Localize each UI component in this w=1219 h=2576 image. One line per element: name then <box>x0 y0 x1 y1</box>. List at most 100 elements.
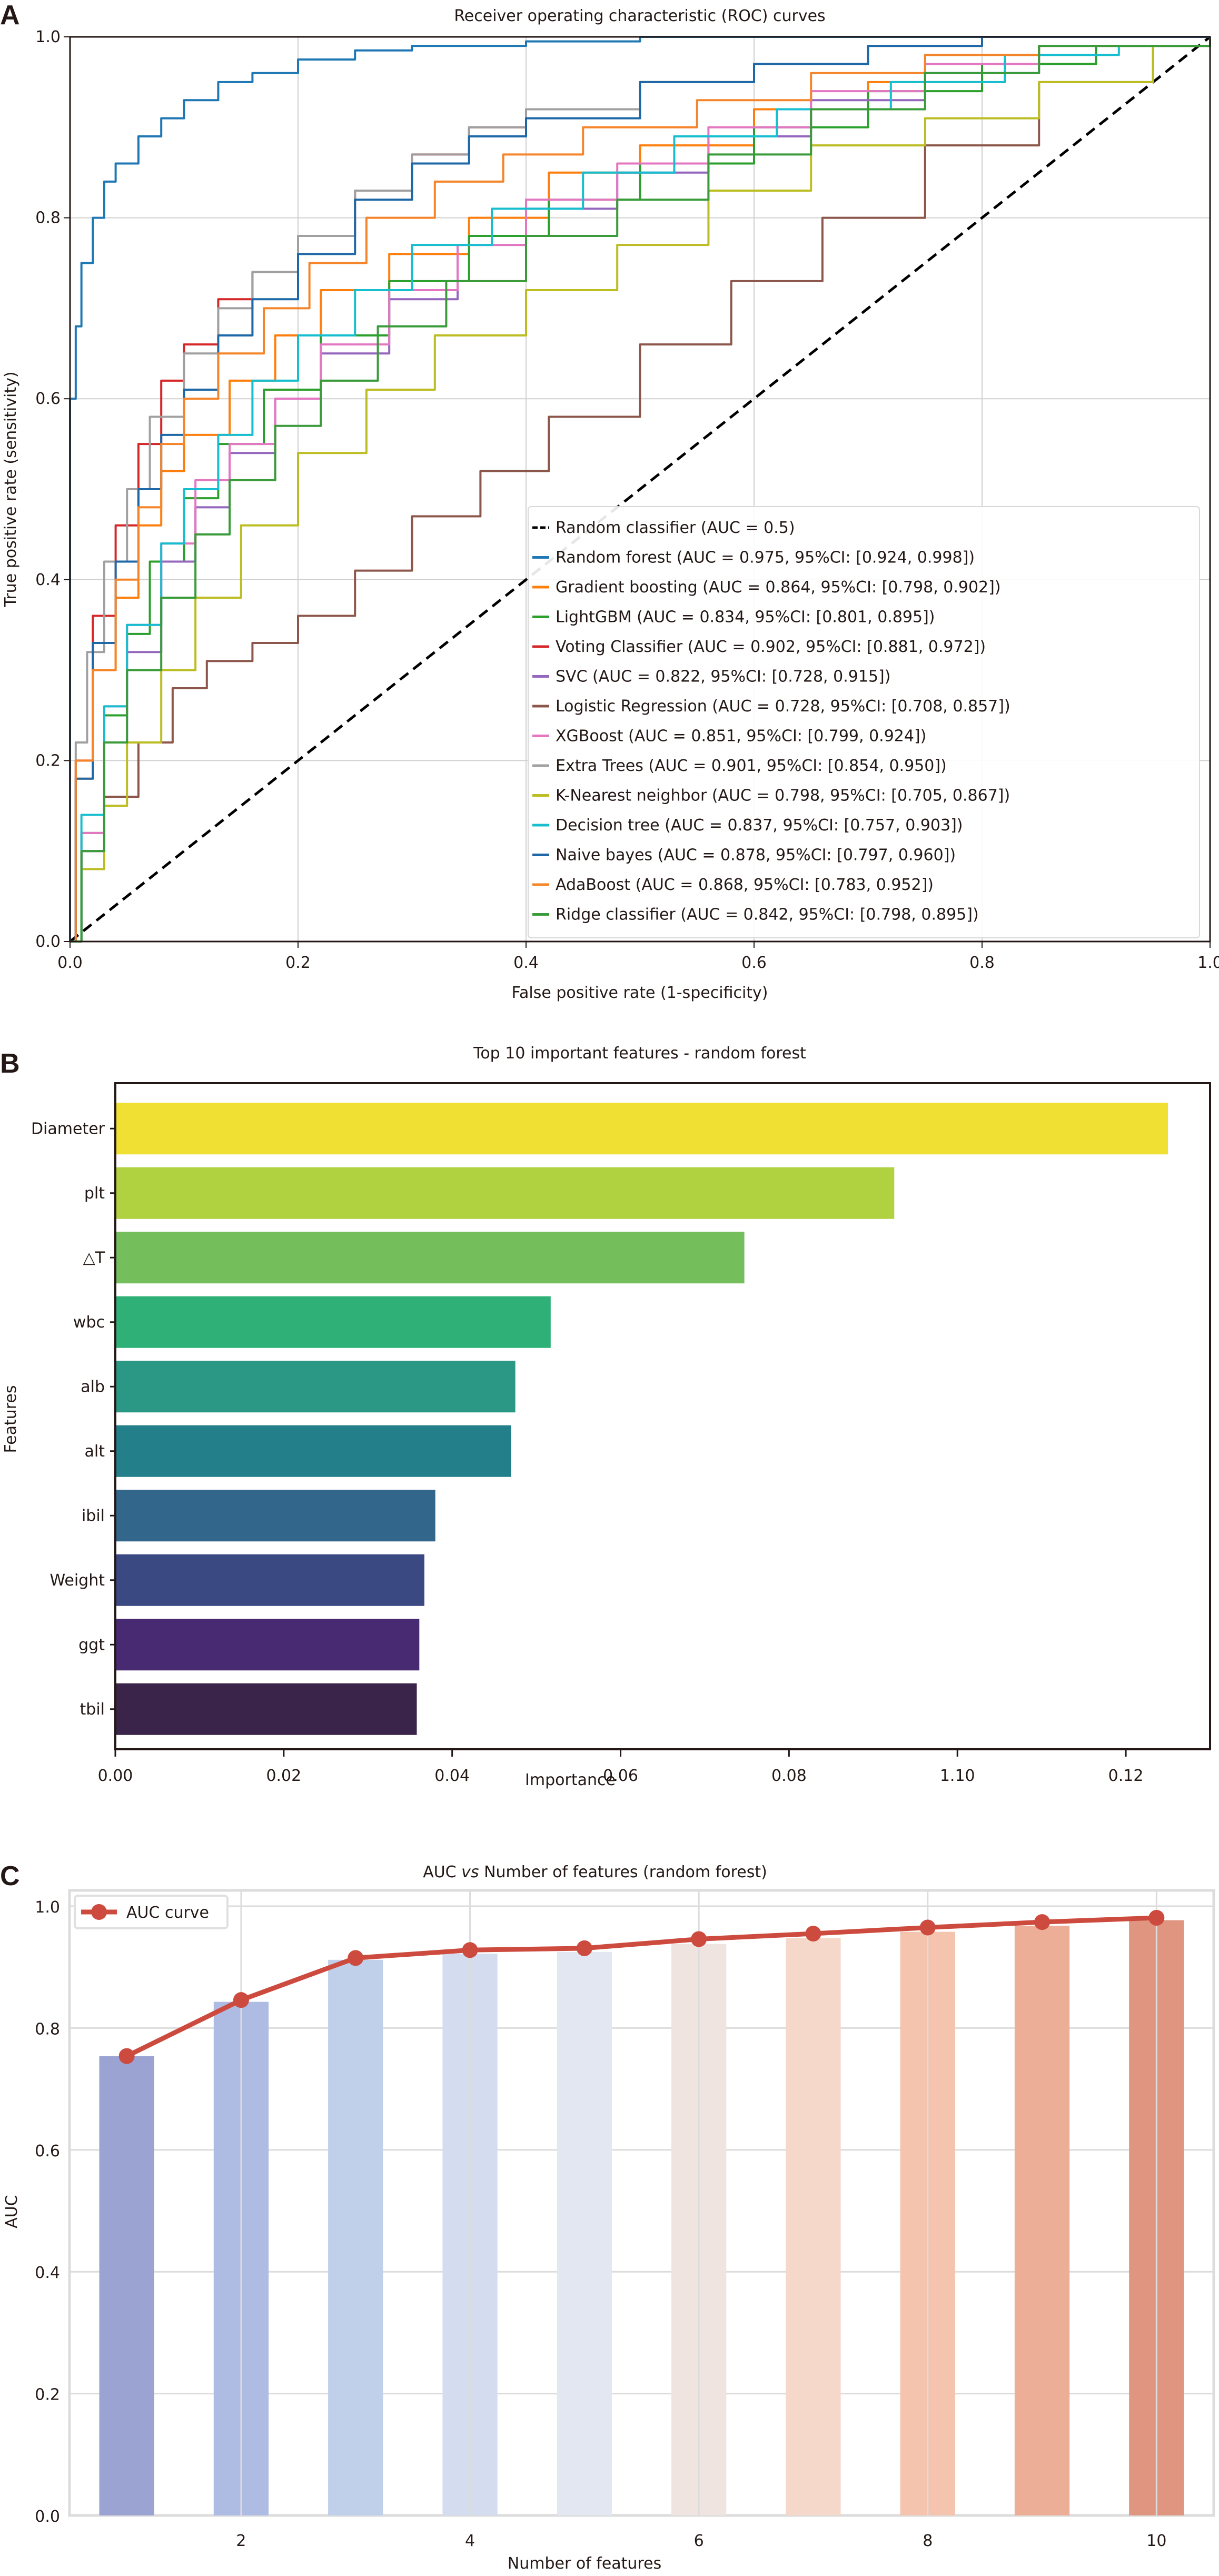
roc-axes <box>64 36 1211 948</box>
auc-bar-7 <box>786 1938 841 2515</box>
importance-bar-0 <box>115 1103 1168 1155</box>
auc-title: AUC vs Number of features (random forest… <box>423 1863 767 1881</box>
auc-x-axis-label: Number of features <box>508 2554 661 2573</box>
importance-x-tick-label: 0.00 <box>98 1767 133 1785</box>
roc-y-axis-label: True positive rate (sensitivity) <box>2 371 20 607</box>
roc-y-tick-label: 0.2 <box>35 751 61 770</box>
auc-y-tick-label: 0.8 <box>35 2020 60 2038</box>
roc-curve-10 <box>70 36 1210 943</box>
roc-x-tick-label: 0.2 <box>285 954 311 972</box>
roc-legend: Random classifier (AUC = 0.5) Random fore… <box>528 506 1200 938</box>
panel-b-label: B <box>0 1048 20 1079</box>
importance-x-tick-label: 0.02 <box>266 1767 301 1785</box>
auc-point-7 <box>805 1926 821 1942</box>
importance-bars <box>115 1103 1168 1735</box>
importance-x-axis-label: Importance <box>525 1771 616 1789</box>
auc-bar-3 <box>328 1959 383 2515</box>
importance-category-label: Diameter <box>31 1119 105 1138</box>
auc-bar-5 <box>557 1951 612 2515</box>
roc-random-classifier-line <box>69 36 1211 943</box>
importance-bar-6 <box>115 1490 435 1542</box>
auc-legend: AUC curve <box>74 1895 229 1929</box>
roc-x-tick-label: 0.4 <box>513 954 539 972</box>
importance-bar-2 <box>115 1232 745 1284</box>
roc-plot-frame <box>69 36 1211 943</box>
importance-tick-labels: Diameter plt △T wbc alb alt ibil Weight ggt tbil 0… <box>31 1119 1144 1785</box>
importance-bar-5 <box>115 1425 511 1477</box>
importance-x-tick-label: 0.04 <box>434 1767 470 1785</box>
roc-y-tick-label: 0.8 <box>35 209 61 227</box>
importance-x-tick-label: 0.06 <box>603 1767 638 1785</box>
auc-x-tick-label: 6 <box>694 2532 704 2550</box>
auc-legend-box <box>74 1895 229 1929</box>
auc-point-1 <box>118 2048 135 2064</box>
auc-y-tick-label: 0.4 <box>35 2264 60 2282</box>
roc-reference-line <box>69 36 1211 943</box>
importance-bar-9 <box>115 1683 417 1735</box>
auc-y-tick-label: 0.2 <box>35 2386 60 2404</box>
auc-legend-label: AUC curve <box>126 1904 209 1922</box>
legend-entry: LightGBM (AUC = 0.834, 95%CI: [0.801, 0.… <box>556 608 935 627</box>
roc-curve-8 <box>70 37 1211 943</box>
roc-tick-labels: 0.0 0.2 0.4 0.6 0.8 1.0 0.0 0.2 0.4 0.6 0.8 1.0 <box>35 28 1219 972</box>
importance-x-tick-label: 0.08 <box>771 1767 807 1785</box>
roc-curve-12 <box>70 37 1211 943</box>
auc-x-tick-label: 10 <box>1146 2532 1166 2550</box>
auc-legend-marker <box>91 1904 107 1920</box>
roc-curve-0 <box>69 36 1210 942</box>
importance-bar-7 <box>115 1554 424 1606</box>
importance-category-label: alb <box>81 1378 105 1396</box>
auc-x-tick-label: 4 <box>465 2532 475 2550</box>
importance-category-label: ggt <box>78 1636 105 1654</box>
roc-y-tick-label: 1.0 <box>35 28 61 46</box>
roc-x-tick-label: 0.6 <box>741 954 767 972</box>
auc-point-3 <box>348 1950 364 1966</box>
auc-point-8 <box>919 1919 936 1936</box>
importance-plot-frame <box>114 1082 1211 1750</box>
legend-entry: Decision tree (AUC = 0.837, 95%CI: [0.75… <box>556 816 963 835</box>
importance-y-axis-label: Features <box>2 1385 20 1453</box>
importance-category-label: wbc <box>73 1313 105 1332</box>
roc-curve-11 <box>70 37 1211 943</box>
auc-point-9 <box>1034 1914 1050 1930</box>
importance-category-label: plt <box>84 1184 105 1203</box>
importance-category-label: Weight <box>49 1571 105 1590</box>
auc-title-prefix: AUC <box>423 1863 461 1881</box>
importance-bar-4 <box>115 1361 516 1413</box>
legend-entry: Random classifier (AUC = 0.5) <box>556 519 795 537</box>
auc-curve <box>118 1909 1165 2064</box>
roc-x-axis-label: False positive rate (1-specificity) <box>511 984 768 1002</box>
auc-y-tick-label: 1.0 <box>35 1898 60 1917</box>
legend-entry: Random forest (AUC = 0.975, 95%CI: [0.92… <box>556 549 975 567</box>
roc-curve-9 <box>70 37 1211 943</box>
importance-bar-8 <box>115 1619 420 1671</box>
legend-entry: Logistic Regression (AUC = 0.728, 95%CI:… <box>556 697 1010 716</box>
auc-bar-1 <box>99 2056 154 2515</box>
auc-title-vs: vs <box>461 1863 479 1881</box>
legend-entry: XGBoost (AUC = 0.851, 95%CI: [0.799, 0.9… <box>556 727 926 746</box>
legend-entry: Naive bayes (AUC = 0.878, 95%CI: [0.797,… <box>556 846 956 865</box>
auc-curve-line <box>125 1915 1157 2058</box>
auc-y-tick-label: 0.6 <box>35 2142 60 2161</box>
panel-a-label: A <box>0 0 20 31</box>
auc-y-axis-label: AUC <box>3 2195 21 2228</box>
importance-bar-1 <box>115 1167 895 1219</box>
auc-x-tick-label: 8 <box>923 2532 933 2550</box>
roc-y-tick-label: 0.6 <box>35 390 61 408</box>
legend-entry: AdaBoost (AUC = 0.868, 95%CI: [0.783, 0.… <box>556 876 934 894</box>
importance-x-tick-label: 1.10 <box>940 1767 975 1785</box>
importance-bar-3 <box>115 1296 551 1348</box>
roc-title: Receiver operating characteristic (ROC) … <box>454 7 825 25</box>
legend-entry: Extra Trees (AUC = 0.901, 95%CI: [0.854,… <box>556 757 947 775</box>
auc-point-6 <box>691 1931 707 1947</box>
legend-entry: Voting Classifier (AUC = 0.902, 95%CI: [… <box>556 638 986 656</box>
importance-title: Top 10 important features - random fores… <box>473 1044 806 1063</box>
roc-legend-box <box>528 506 1200 938</box>
auc-point-2 <box>233 1992 249 2008</box>
importance-category-label: tbil <box>80 1700 105 1719</box>
auc-y-tick-label: 0.0 <box>35 2508 60 2526</box>
roc-y-tick-label: 0.0 <box>35 933 61 951</box>
auc-x-tick-label: 2 <box>236 2532 246 2550</box>
importance-category-label: ibil <box>82 1507 105 1525</box>
